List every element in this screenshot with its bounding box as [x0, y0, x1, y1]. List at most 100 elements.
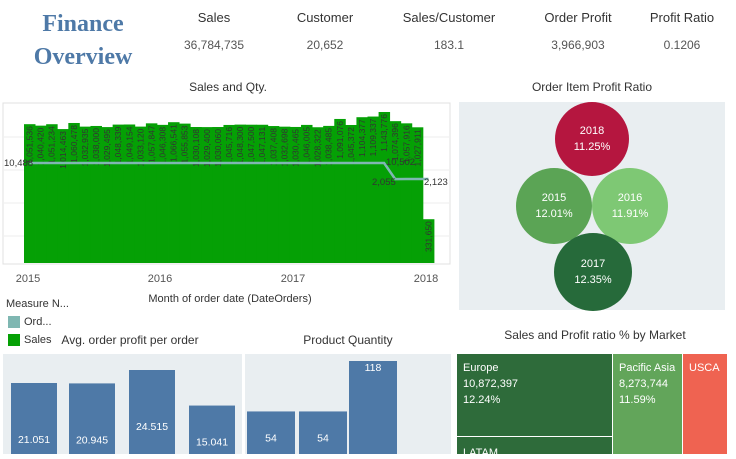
sales-bar[interactable]: [35, 125, 47, 263]
sales-data-label: 1,040,420: [36, 127, 46, 165]
sales-bar[interactable]: [212, 127, 224, 263]
bubble-2015[interactable]: 2015 12.01%: [516, 168, 592, 244]
sales-bar[interactable]: [156, 124, 169, 263]
sales-bar[interactable]: [134, 126, 147, 264]
sales-data-label: 1,049,154: [124, 126, 134, 164]
sales-data-label: 1,045,372: [346, 127, 356, 165]
sales-data-label: 1,047,131: [257, 127, 267, 165]
kpi-value: 36,784,735: [183, 38, 245, 52]
legend-item-sales[interactable]: Sales: [8, 334, 52, 347]
sales-bar[interactable]: [245, 124, 258, 263]
sales-data-label: 331,650: [423, 221, 433, 252]
sales-data-label: 1,048,300: [235, 126, 245, 164]
sales-data-label: 1,046,308: [158, 127, 168, 165]
sales-bar[interactable]: [101, 127, 114, 263]
sales-bar[interactable]: [378, 112, 391, 263]
sales-bar[interactable]: [312, 127, 324, 264]
sales-data-label: 1,066,541: [169, 124, 179, 162]
product-qty-bar[interactable]: [349, 361, 397, 459]
profit-ratio-panel: 2018 11.25% 2015 12.01% 2016 11.91% 2017…: [459, 102, 725, 311]
legend-item-order[interactable]: Ord...: [8, 316, 52, 329]
tile-pacific-asia[interactable]: Pacific Asia 8,273,744 11.59%: [613, 354, 682, 454]
tile-ratio: 11.59%: [619, 394, 656, 406]
sales-bar[interactable]: [234, 124, 247, 263]
avg-profit-bar[interactable]: [11, 382, 57, 459]
sales-bar[interactable]: [356, 117, 368, 263]
bubble-year: 2015: [541, 192, 567, 204]
market-treemap: Europe 10,872,397 12.24% LATAM Pacific A…: [457, 354, 727, 454]
sales-bar[interactable]: [201, 127, 213, 263]
qty-line: [29, 161, 429, 181]
legend-swatch: [8, 334, 20, 347]
product-qty-bar[interactable]: [247, 411, 295, 459]
bubble-ratio: 12.35%: [574, 274, 612, 286]
legend-label: Sales: [24, 334, 52, 346]
sales-bar[interactable]: [289, 126, 302, 263]
sales-data-label: 1,047,500: [246, 126, 256, 164]
bubble-2018[interactable]: 2018 11.25%: [555, 102, 629, 176]
sales-bar[interactable]: [256, 124, 269, 263]
tile-usca[interactable]: USCA: [683, 354, 727, 454]
sales-bar[interactable]: [367, 116, 379, 263]
tile-ratio: 12.24%: [463, 394, 501, 406]
tile-europe[interactable]: Europe 10,872,397 12.24%: [457, 354, 612, 436]
x-tick-label: 2017: [281, 273, 305, 285]
sales-bar[interactable]: [24, 124, 36, 263]
sales-bar[interactable]: [68, 122, 80, 263]
kpi-sales-per-customer: Sales/Customer 183.1: [394, 10, 504, 52]
product-qty-value: 54: [317, 432, 329, 444]
avg-profit-bar[interactable]: [69, 383, 115, 459]
sales-bar[interactable]: [46, 124, 58, 263]
tile-name: USCA: [689, 362, 720, 374]
kpi-sales: Sales 36,784,735: [159, 10, 269, 52]
sales-bar[interactable]: [190, 127, 202, 263]
market-title: Sales and Profit ratio % by Market: [504, 328, 686, 342]
sales-qty-chart[interactable]: 1,051,536 1,040,420 1,051,234 1,014,463 1,06…: [2, 102, 451, 287]
sales-bar[interactable]: [345, 124, 357, 263]
product-qty-svg: 54 54 118: [247, 361, 397, 459]
sales-qty-xaxis-title: Month of order date (DateOrders): [148, 293, 312, 305]
sales-bar[interactable]: [422, 219, 435, 263]
sales-bar[interactable]: [79, 126, 91, 263]
sales-bar[interactable]: [145, 123, 158, 264]
tile-name: LATAM: [463, 447, 499, 454]
product-qty-bar[interactable]: [299, 411, 347, 459]
sales-data-label: 1,037,408: [268, 128, 278, 166]
sales-bar[interactable]: [278, 126, 291, 263]
sales-data-label: 1,060,478: [69, 125, 79, 163]
sales-bar[interactable]: [57, 129, 69, 263]
sales-bar[interactable]: [411, 127, 424, 264]
avg-profit-bar[interactable]: [129, 370, 175, 459]
sales-data-label: 1,027,911: [412, 129, 422, 166]
bubble-2016[interactable]: 2016 11.91%: [592, 168, 668, 244]
kpi-profit-ratio: Profit Ratio 0.1206: [627, 10, 736, 52]
bubble-2017[interactable]: 2017 12.35%: [554, 233, 632, 311]
sales-data-label: 1,030,060: [213, 129, 223, 167]
legend-title: Measure N...: [6, 298, 69, 310]
tile-latam[interactable]: LATAM: [457, 437, 612, 454]
sales-bar[interactable]: [90, 125, 102, 264]
sales-bar[interactable]: [112, 124, 125, 263]
bubble-year: 2018: [579, 125, 605, 137]
kpi-label: Customer: [296, 10, 354, 25]
title-line-1: Finance: [42, 11, 124, 37]
sales-bar[interactable]: [389, 121, 402, 263]
sales-bar[interactable]: [334, 118, 346, 263]
sales-bar[interactable]: [267, 126, 280, 264]
tile-sales: 8,273,744: [619, 378, 668, 390]
sales-bar[interactable]: [223, 124, 235, 263]
sales-bar[interactable]: [123, 124, 136, 264]
sales-data-label: 1,029,495: [102, 129, 112, 167]
sales-bar[interactable]: [323, 125, 335, 264]
product-qty-chart[interactable]: 54 54 118: [245, 354, 451, 459]
avg-profit-svg: 21.051 20.945 24.515 15.041: [11, 370, 235, 459]
sales-bar[interactable]: [168, 122, 180, 263]
sales-bar[interactable]: [301, 124, 313, 263]
tile-name: Pacific Asia: [619, 362, 676, 374]
legend-swatch: [8, 316, 20, 329]
sales-bar[interactable]: [400, 123, 413, 263]
avg-profit-chart[interactable]: 21.051 20.945 24.515 15.041: [3, 354, 242, 459]
avg-profit-bar[interactable]: [189, 405, 235, 459]
sales-bar[interactable]: [179, 123, 191, 263]
sales-data-label: 1,104,377: [357, 119, 367, 157]
